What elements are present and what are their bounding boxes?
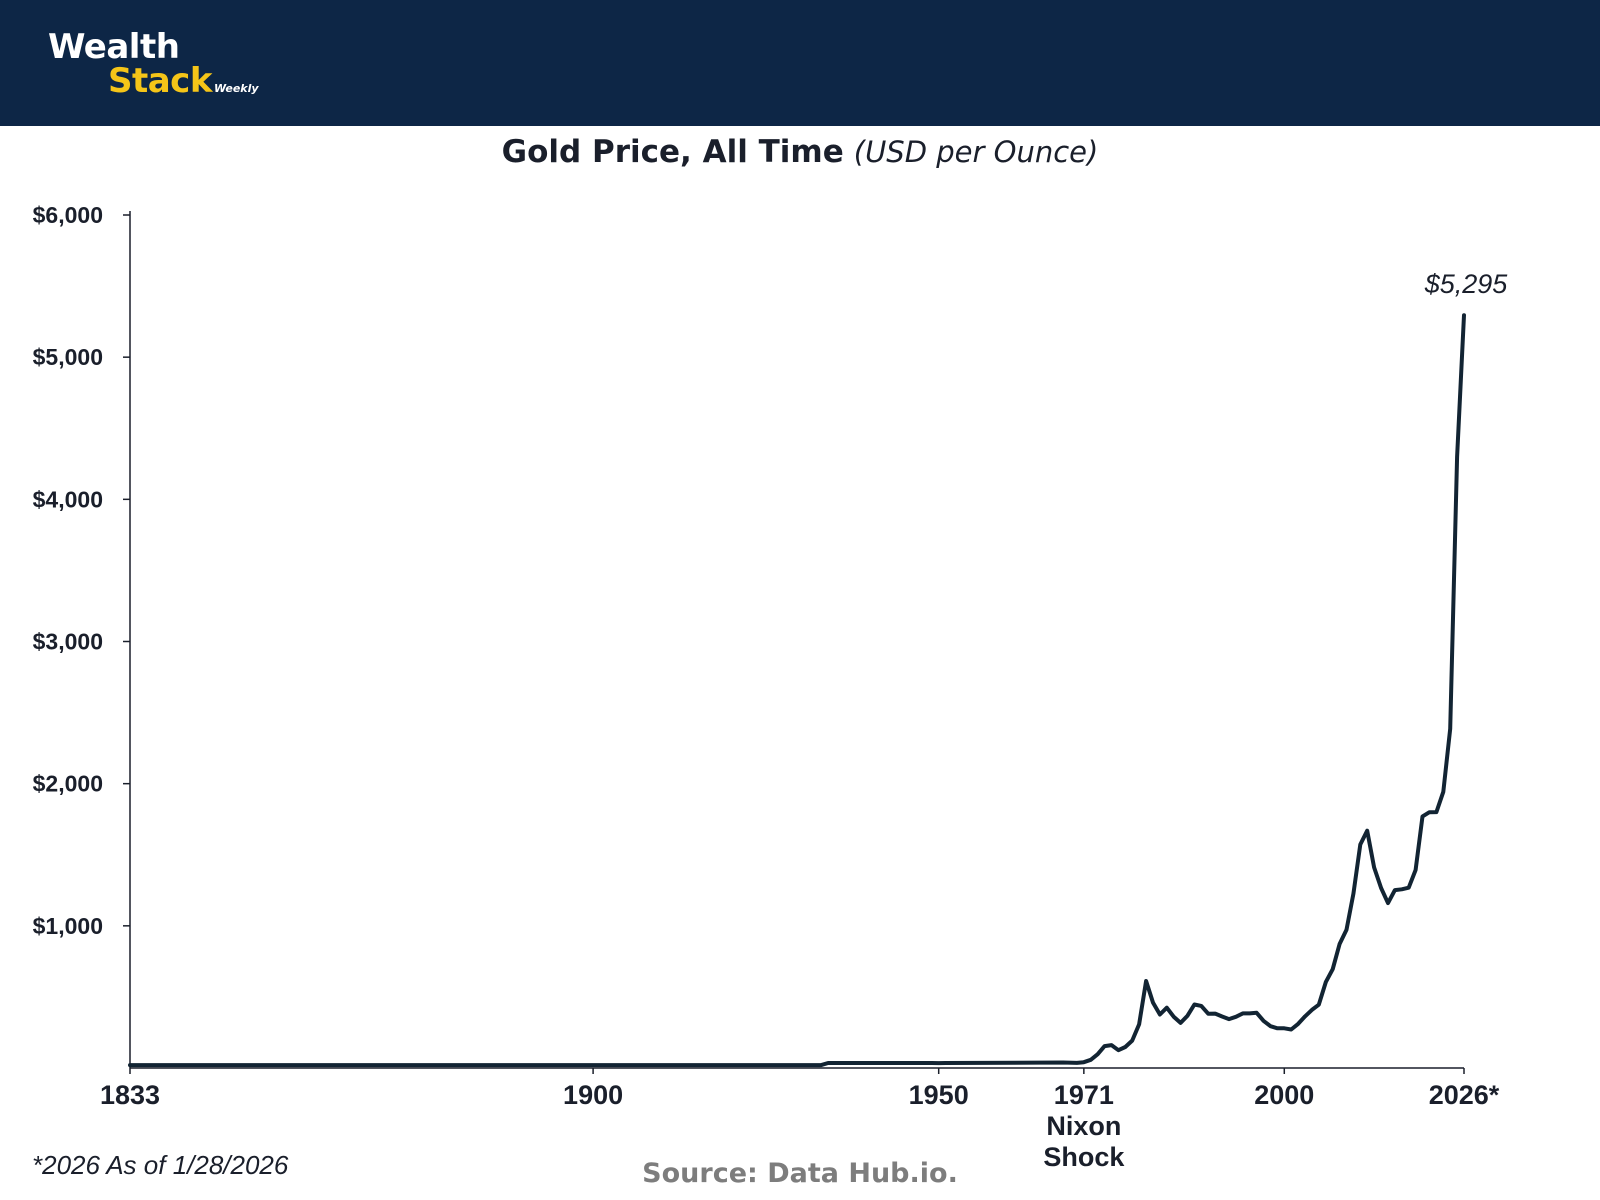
y-tick-label: $2,000 — [33, 771, 103, 797]
y-tick-label: $6,000 — [33, 202, 103, 228]
x-tick-label: 1900 — [563, 1080, 623, 1110]
header-bar: Wealth Stack Weekly — [0, 0, 1600, 126]
y-tick-label: $1,000 — [33, 913, 103, 939]
y-tick-label: $3,000 — [33, 629, 103, 655]
logo-weekly-text: Weekly — [213, 82, 259, 95]
logo-stack-text: Stack — [108, 61, 212, 101]
logo-stack-row: Stack Weekly — [108, 64, 259, 98]
latest-price-annotation: $5,295 — [1424, 269, 1509, 299]
x-tick-label: 2000 — [1254, 1080, 1314, 1110]
x-tick-sublabel: Shock — [1043, 1142, 1125, 1172]
source-note: Source: Data Hub.io. — [642, 1158, 958, 1189]
gold-price-line — [128, 313, 1466, 1068]
chart-title: Gold Price, All Time (USD per Ounce) — [0, 134, 1600, 170]
y-tick-label: $4,000 — [33, 486, 103, 512]
x-tick-label: 1833 — [100, 1080, 160, 1110]
chart-title-main: Gold Price, All Time — [501, 134, 844, 170]
x-tick-label: 1950 — [909, 1080, 969, 1110]
wealth-stack-logo[interactable]: Wealth Stack Weekly — [48, 27, 259, 98]
x-tick-label: 1971 — [1054, 1080, 1114, 1110]
x-tick-label: 2026* — [1429, 1080, 1500, 1110]
chart-subtitle: (USD per Ounce) — [853, 135, 1099, 169]
logo-wealth-text: Wealth — [48, 27, 180, 67]
y-tick-label: $5,000 — [33, 344, 103, 370]
footnote: *2026 As of 1/28/2026 — [32, 1150, 289, 1180]
x-tick-sublabel: Nixon — [1046, 1111, 1121, 1141]
